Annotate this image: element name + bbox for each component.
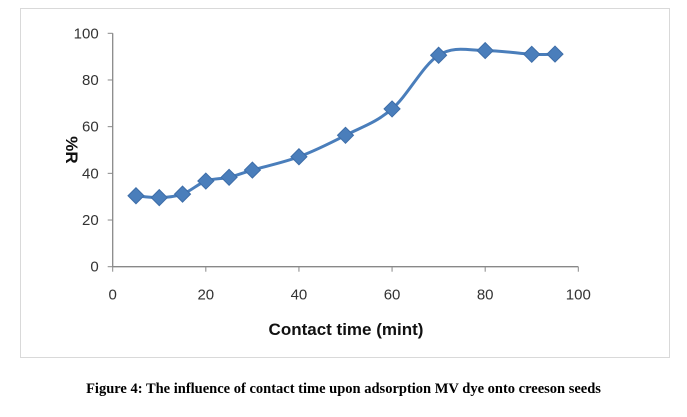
x-axis-title: Contact time (mint) [269, 320, 424, 339]
y-tick-label: 80 [82, 72, 99, 89]
data-point-marker [523, 45, 541, 64]
data-point-marker [383, 100, 401, 118]
y-tick-label: 100 [74, 25, 99, 42]
x-tick-label: 40 [291, 287, 308, 304]
data-point-marker [220, 168, 238, 187]
y-tick-label: 60 [82, 119, 99, 136]
x-tick-label: 60 [384, 287, 401, 304]
data-point-marker [197, 172, 215, 190]
data-point-marker [290, 148, 308, 166]
y-tick-label: 20 [82, 212, 99, 229]
data-point-marker [173, 185, 192, 203]
data-point-marker [127, 187, 145, 205]
y-tick-label: 0 [90, 259, 98, 276]
x-tick-label: 100 [566, 287, 591, 304]
chart-frame [20, 8, 670, 358]
y-axis-title: %R [62, 136, 81, 163]
y-tick-label: 40 [82, 165, 99, 182]
data-point-marker [476, 41, 494, 60]
data-point-marker [429, 46, 448, 64]
data-point-marker [546, 45, 564, 63]
data-point-marker [243, 161, 262, 179]
x-tick-label: 80 [477, 287, 494, 304]
data-point-marker [336, 126, 355, 145]
data-point-marker [150, 188, 168, 207]
x-tick-label: 0 [109, 287, 117, 304]
line-chart: 0 20 40 60 80 100 0 20 40 60 80 100 Contact time (m… [62, 25, 591, 339]
figure-caption: Figure 4: The influence of contact time … [86, 381, 601, 397]
x-tick-label: 20 [197, 287, 214, 304]
series-line [135, 47, 556, 200]
